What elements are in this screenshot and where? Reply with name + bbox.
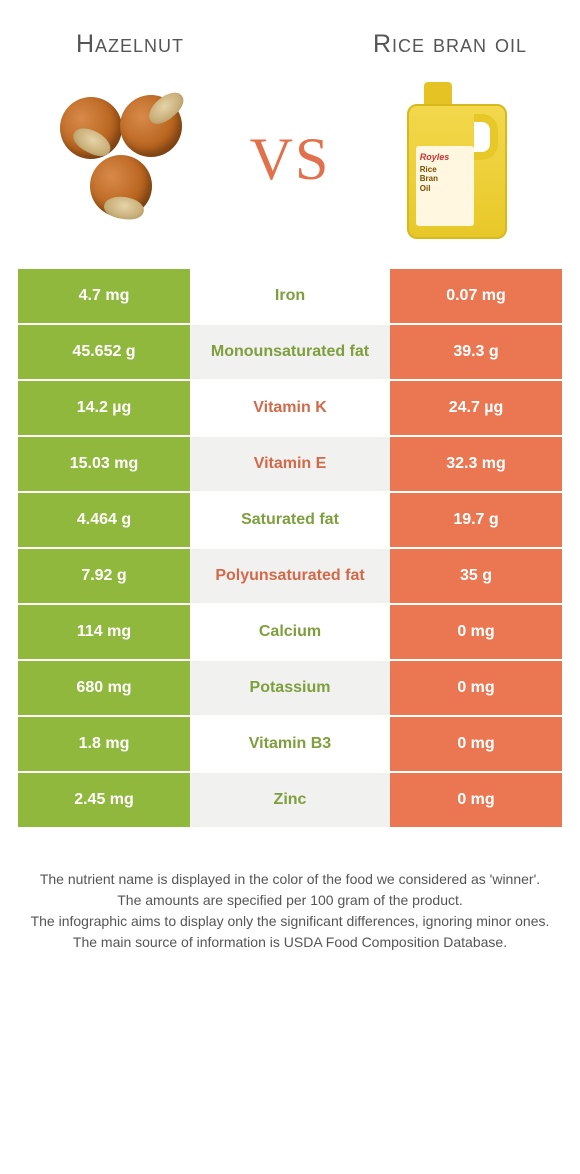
right-value-cell: 0 mg <box>390 605 562 659</box>
right-value-cell: 0 mg <box>390 773 562 827</box>
left-value-cell: 680 mg <box>18 661 190 715</box>
titles-row: Hazelnut Rice bran oil <box>0 0 580 69</box>
nutrient-row: 2.45 mgZinc0 mg <box>18 773 562 827</box>
right-value-cell: 35 g <box>390 549 562 603</box>
left-value-cell: 7.92 g <box>18 549 190 603</box>
nutrient-row: 114 mgCalcium0 mg <box>18 605 562 659</box>
footer-line-2: The amounts are specified per 100 gram o… <box>30 890 550 911</box>
nutrient-table: 4.7 mgIron0.07 mg45.652 gMonounsaturated… <box>0 269 580 827</box>
nutrient-name-cell: Potassium <box>190 661 390 715</box>
right-value-cell: 39.3 g <box>390 325 562 379</box>
right-food-title: Rice bran oil <box>330 30 570 59</box>
infographic-container: Hazelnut Rice bran oil VS Royles R <box>0 0 580 983</box>
nutrient-name-cell: Zinc <box>190 773 390 827</box>
nutrient-name-cell: Saturated fat <box>190 493 390 547</box>
right-value-cell: 0 mg <box>390 661 562 715</box>
nutrient-row: 680 mgPotassium0 mg <box>18 661 562 715</box>
right-value-cell: 0 mg <box>390 717 562 771</box>
images-row: VS Royles Rice Bran Oil <box>0 69 580 269</box>
left-value-cell: 45.652 g <box>18 325 190 379</box>
nutrient-row: 7.92 gPolyunsaturated fat35 g <box>18 549 562 603</box>
right-value-cell: 32.3 mg <box>390 437 562 491</box>
oil-bottle-image: Royles Rice Bran Oil <box>377 79 537 239</box>
nutrient-row: 15.03 mgVitamin E32.3 mg <box>18 437 562 491</box>
bottle-brand: Royles <box>420 152 470 163</box>
left-value-cell: 114 mg <box>18 605 190 659</box>
right-value-cell: 19.7 g <box>390 493 562 547</box>
left-value-cell: 1.8 mg <box>18 717 190 771</box>
nutrient-row: 1.8 mgVitamin B30 mg <box>18 717 562 771</box>
nutrient-name-cell: Calcium <box>190 605 390 659</box>
left-value-cell: 14.2 µg <box>18 381 190 435</box>
footer-line-1: The nutrient name is displayed in the co… <box>30 869 550 890</box>
nutrient-row: 4.7 mgIron0.07 mg <box>18 269 562 323</box>
right-value-cell: 0.07 mg <box>390 269 562 323</box>
nutrient-row: 14.2 µgVitamin K24.7 µg <box>18 381 562 435</box>
nutrient-row: 4.464 gSaturated fat19.7 g <box>18 493 562 547</box>
footer-line-3: The infographic aims to display only the… <box>30 911 550 932</box>
nutrient-name-cell: Iron <box>190 269 390 323</box>
nutrient-row: 45.652 gMonounsaturated fat39.3 g <box>18 325 562 379</box>
hazelnut-image <box>43 79 203 239</box>
left-food-title: Hazelnut <box>10 30 250 59</box>
bottle-label-text: Rice Bran Oil <box>420 165 438 193</box>
left-value-cell: 4.7 mg <box>18 269 190 323</box>
right-value-cell: 24.7 µg <box>390 381 562 435</box>
nutrient-name-cell: Monounsaturated fat <box>190 325 390 379</box>
nutrient-name-cell: Vitamin K <box>190 381 390 435</box>
left-value-cell: 15.03 mg <box>18 437 190 491</box>
nutrient-name-cell: Vitamin E <box>190 437 390 491</box>
vs-label: VS <box>250 125 331 194</box>
footer-notes: The nutrient name is displayed in the co… <box>0 829 580 983</box>
nutrient-name-cell: Polyunsaturated fat <box>190 549 390 603</box>
footer-line-4: The main source of information is USDA F… <box>30 932 550 953</box>
nutrient-name-cell: Vitamin B3 <box>190 717 390 771</box>
left-value-cell: 2.45 mg <box>18 773 190 827</box>
left-value-cell: 4.464 g <box>18 493 190 547</box>
